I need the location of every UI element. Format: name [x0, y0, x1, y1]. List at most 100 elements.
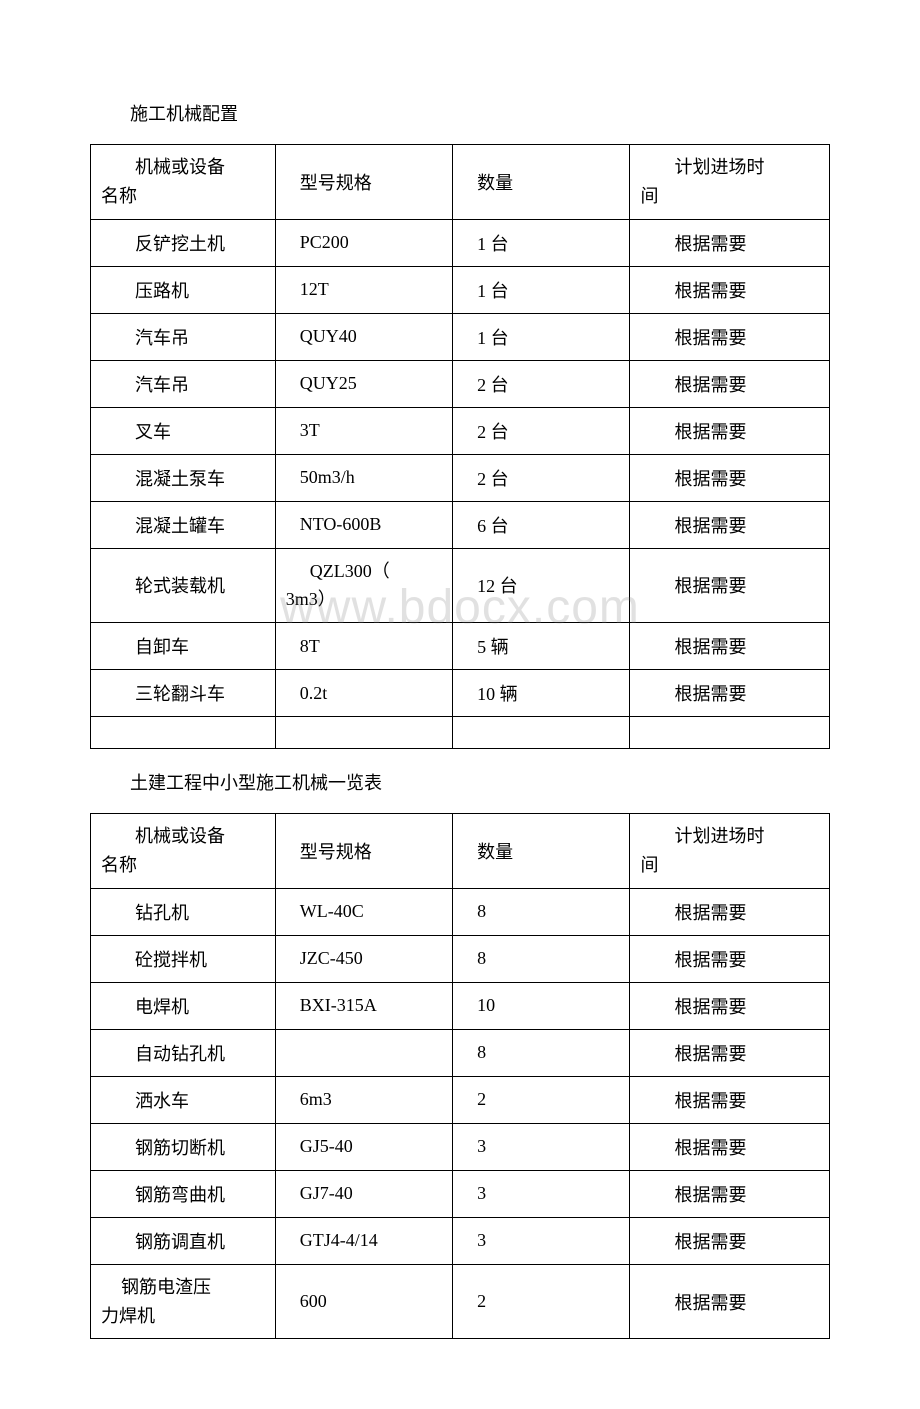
cell-name: 钢筋弯曲机 — [91, 1170, 276, 1217]
cell-name: 叉车 — [91, 407, 276, 454]
header-qty: 数量 — [453, 145, 630, 220]
header-text: 名称 — [101, 182, 269, 211]
table-row: 砼搅拌机JZC-4508根据需要 — [91, 935, 830, 982]
table-row-empty — [91, 717, 830, 749]
cell-qty: 3 — [453, 1217, 630, 1264]
table-row: 钢筋调直机GTJ4-4/143根据需要 — [91, 1217, 830, 1264]
header-plan: 计划进场时间 — [630, 145, 830, 220]
cell-model: QUY40 — [275, 313, 452, 360]
table-row: 轮式装载机QZL300（3m3）12 台根据需要 — [91, 548, 830, 623]
cell-plan: 根据需要 — [630, 1029, 830, 1076]
cell-plan: 根据需要 — [630, 935, 830, 982]
cell-model: NTO-600B — [275, 501, 452, 548]
cell-plan: 根据需要 — [630, 982, 830, 1029]
cell-name: 钻孔机 — [91, 888, 276, 935]
cell-name: 砼搅拌机 — [91, 935, 276, 982]
cell-name: 汽车吊 — [91, 360, 276, 407]
header-name: 机械或设备名称 — [91, 145, 276, 220]
section-title: 土建工程中小型施工机械一览表 — [130, 769, 830, 795]
cell-plan: 根据需要 — [630, 1076, 830, 1123]
header-text: 机械或设备 — [101, 822, 269, 851]
data-table: 机械或设备名称型号规格数量计划进场时间反铲挖土机PC2001 台根据需要压路机1… — [90, 144, 830, 749]
table-row: 汽车吊QUY401 台根据需要 — [91, 313, 830, 360]
cell-model: JZC-450 — [275, 935, 452, 982]
cell-qty: 2 台 — [453, 407, 630, 454]
cell-name: 钢筋切断机 — [91, 1123, 276, 1170]
cell-model: WL-40C — [275, 888, 452, 935]
table-row: 电焊机BXI-315A10根据需要 — [91, 982, 830, 1029]
cell-name: 三轮翻斗车 — [91, 670, 276, 717]
table-row: 混凝土罐车NTO-600B6 台根据需要 — [91, 501, 830, 548]
cell-model — [275, 1029, 452, 1076]
cell-text: 钢筋电渣压 — [101, 1273, 269, 1302]
cell-model: 8T — [275, 623, 452, 670]
header-text: 计划进场时 — [640, 822, 823, 851]
table-row: 叉车3T2 台根据需要 — [91, 407, 830, 454]
cell-plan: 根据需要 — [630, 1170, 830, 1217]
cell-plan: 根据需要 — [630, 360, 830, 407]
cell-model: QZL300（3m3） — [275, 548, 452, 623]
cell-plan: 根据需要 — [630, 888, 830, 935]
cell-qty: 8 — [453, 935, 630, 982]
cell-name: 自卸车 — [91, 623, 276, 670]
cell-model: GTJ4-4/14 — [275, 1217, 452, 1264]
cell-model: 0.2t — [275, 670, 452, 717]
cell-qty: 8 — [453, 1029, 630, 1076]
cell-plan: 根据需要 — [630, 670, 830, 717]
table-row: 反铲挖土机PC2001 台根据需要 — [91, 219, 830, 266]
cell-plan: 根据需要 — [630, 219, 830, 266]
cell-qty: 1 台 — [453, 266, 630, 313]
cell-plan: 根据需要 — [630, 1123, 830, 1170]
table-row: 自卸车8T5 辆根据需要 — [91, 623, 830, 670]
table-row: 自动钻孔机 8根据需要 — [91, 1029, 830, 1076]
cell-plan: 根据需要 — [630, 1217, 830, 1264]
cell-qty: 10 辆 — [453, 670, 630, 717]
cell-plan: 根据需要 — [630, 623, 830, 670]
header-model: 型号规格 — [275, 814, 452, 889]
cell-name: 汽车吊 — [91, 313, 276, 360]
cell-model: QUY25 — [275, 360, 452, 407]
header-text: 间 — [640, 182, 823, 211]
cell-name: 反铲挖土机 — [91, 219, 276, 266]
cell-name: 自动钻孔机 — [91, 1029, 276, 1076]
cell-name: 轮式装载机 — [91, 548, 276, 623]
table-row: 压路机12T1 台根据需要 — [91, 266, 830, 313]
cell-empty — [630, 717, 830, 749]
cell-empty — [91, 717, 276, 749]
cell-model: 12T — [275, 266, 452, 313]
cell-text: 力焊机 — [101, 1302, 269, 1331]
cell-name: 钢筋调直机 — [91, 1217, 276, 1264]
data-table: 机械或设备名称型号规格数量计划进场时间钻孔机WL-40C8根据需要砼搅拌机JZC… — [90, 813, 830, 1339]
table-row: 钢筋切断机GJ5-403根据需要 — [91, 1123, 830, 1170]
cell-model: 6m3 — [275, 1076, 452, 1123]
cell-qty: 2 — [453, 1076, 630, 1123]
cell-qty: 1 台 — [453, 313, 630, 360]
cell-model: GJ5-40 — [275, 1123, 452, 1170]
cell-qty: 10 — [453, 982, 630, 1029]
table-row: 混凝土泵车50m3/h2 台根据需要 — [91, 454, 830, 501]
cell-qty: 12 台 — [453, 548, 630, 623]
cell-qty: 2 台 — [453, 360, 630, 407]
cell-text: 3m3） — [286, 585, 446, 614]
table-row: 钻孔机WL-40C8根据需要 — [91, 888, 830, 935]
cell-plan: 根据需要 — [630, 454, 830, 501]
cell-model: BXI-315A — [275, 982, 452, 1029]
cell-qty: 3 — [453, 1123, 630, 1170]
header-text: 名称 — [101, 851, 269, 880]
header-text: 机械或设备 — [101, 153, 269, 182]
cell-plan: 根据需要 — [630, 548, 830, 623]
table-row: 三轮翻斗车0.2t10 辆根据需要 — [91, 670, 830, 717]
cell-name: 洒水车 — [91, 1076, 276, 1123]
header-model: 型号规格 — [275, 145, 452, 220]
cell-model: GJ7-40 — [275, 1170, 452, 1217]
header-text: 计划进场时 — [640, 153, 823, 182]
cell-qty: 3 — [453, 1170, 630, 1217]
section-title: 施工机械配置 — [130, 100, 830, 126]
cell-name: 压路机 — [91, 266, 276, 313]
cell-qty: 8 — [453, 888, 630, 935]
cell-qty: 5 辆 — [453, 623, 630, 670]
cell-model: 3T — [275, 407, 452, 454]
cell-empty — [453, 717, 630, 749]
cell-model: PC200 — [275, 219, 452, 266]
table-row: 洒水车6m32根据需要 — [91, 1076, 830, 1123]
